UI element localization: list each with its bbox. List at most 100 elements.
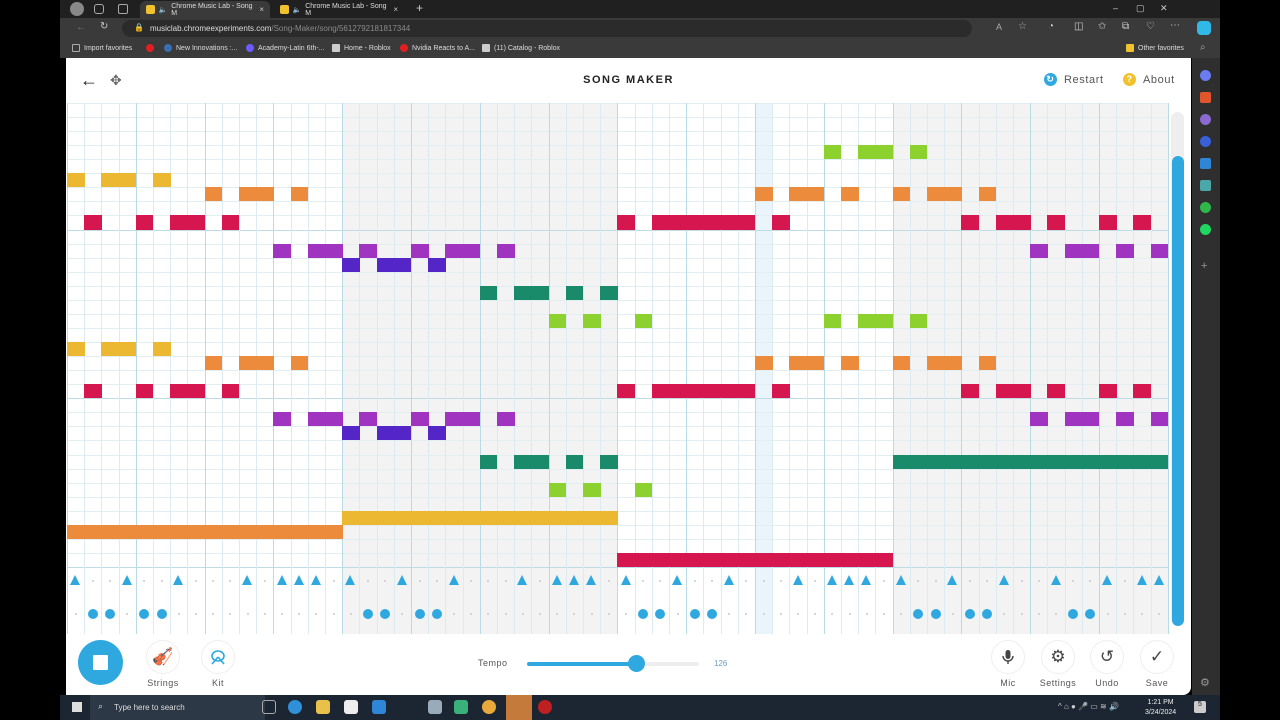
note-cell[interactable] — [565, 510, 584, 525]
kick-circle[interactable] — [982, 608, 993, 619]
note-cell[interactable] — [651, 215, 670, 230]
note-cell[interactable] — [221, 384, 240, 399]
collections-icon[interactable]: ⧉ — [1122, 21, 1130, 32]
note-cell[interactable] — [927, 356, 945, 371]
note-cell[interactable] — [600, 454, 618, 469]
snare-triangle[interactable] — [276, 574, 287, 585]
recorder-icon[interactable] — [538, 700, 552, 714]
note-cell[interactable] — [497, 510, 515, 525]
note-cell[interactable] — [565, 285, 584, 300]
note-cell[interactable] — [875, 552, 894, 567]
note-cell[interactable] — [909, 454, 928, 469]
empty-percussion-dot[interactable] — [917, 579, 920, 582]
kick-circle[interactable] — [638, 608, 649, 619]
note-cell[interactable] — [1150, 454, 1169, 469]
browser-essentials-icon[interactable]: ♡ — [1146, 21, 1155, 32]
note-cell[interactable] — [239, 524, 257, 539]
sidebar-settings-icon[interactable]: ⚙ — [1200, 677, 1210, 689]
note-cell[interactable] — [67, 342, 85, 357]
note-cell[interactable] — [445, 510, 464, 525]
note-cell[interactable] — [961, 215, 980, 230]
note-cell[interactable] — [325, 243, 343, 258]
task-view-icon[interactable] — [262, 700, 276, 714]
snare-triangle[interactable] — [242, 574, 253, 585]
empty-percussion-dot[interactable] — [109, 579, 111, 582]
note-cell[interactable] — [1081, 412, 1100, 427]
note-cell[interactable] — [583, 482, 601, 497]
clock[interactable]: 1:21 PM 3/24/2024 — [1145, 698, 1176, 718]
note-cell[interactable] — [841, 356, 859, 371]
sidebar-shopping-icon[interactable] — [1200, 180, 1211, 191]
empty-percussion-dot[interactable] — [728, 612, 731, 615]
note-cell[interactable] — [806, 187, 825, 202]
note-cell[interactable] — [703, 384, 722, 399]
note-cell[interactable] — [204, 524, 223, 539]
note-cell[interactable] — [1013, 454, 1031, 469]
note-cell[interactable] — [1099, 454, 1117, 469]
note-cell[interactable] — [153, 524, 171, 539]
note-cell[interactable] — [187, 524, 206, 539]
note-cell[interactable] — [651, 384, 670, 399]
empty-percussion-dot[interactable] — [418, 579, 421, 582]
empty-percussion-dot[interactable] — [883, 612, 885, 615]
empty-percussion-dot[interactable] — [521, 612, 524, 615]
kick-circle[interactable] — [380, 608, 391, 619]
undo-button[interactable]: ↺ Undo — [1087, 640, 1127, 688]
note-cell[interactable] — [256, 524, 274, 539]
snare-triangle[interactable] — [895, 574, 906, 585]
empty-percussion-dot[interactable] — [814, 612, 817, 615]
empty-percussion-dot[interactable] — [934, 579, 937, 582]
note-cell[interactable] — [1030, 454, 1048, 469]
url-field[interactable]: 🔒 musiclab.chromeexperiments.com/Song-Ma… — [122, 20, 972, 37]
workspaces-icon[interactable] — [94, 4, 104, 14]
note-cell[interactable] — [342, 257, 360, 272]
scrollbar-thumb[interactable] — [1172, 156, 1184, 626]
note-cell[interactable] — [170, 215, 188, 230]
empty-percussion-dot[interactable] — [951, 612, 954, 615]
note-cell[interactable] — [462, 510, 481, 525]
empty-percussion-dot[interactable] — [332, 579, 335, 582]
empty-percussion-dot[interactable] — [779, 612, 782, 615]
snare-triangle[interactable] — [551, 574, 562, 585]
snare-triangle[interactable] — [861, 574, 872, 585]
note-cell[interactable] — [583, 510, 601, 525]
note-cell[interactable] — [600, 285, 618, 300]
kick-circle[interactable] — [913, 608, 924, 619]
sidebar-tools-icon[interactable] — [1200, 92, 1211, 103]
note-cell[interactable] — [187, 384, 206, 399]
note-cell[interactable] — [634, 482, 653, 497]
note-cell[interactable] — [1099, 215, 1117, 230]
empty-percussion-dot[interactable] — [246, 612, 249, 615]
note-cell[interactable] — [101, 524, 120, 539]
note-cell[interactable] — [1150, 412, 1169, 427]
snare-triangle[interactable] — [70, 574, 81, 585]
note-cell[interactable] — [462, 243, 481, 258]
note-cell[interactable] — [1030, 243, 1048, 258]
snare-triangle[interactable] — [448, 574, 459, 585]
empty-percussion-dot[interactable] — [1089, 579, 1092, 582]
start-button[interactable] — [72, 702, 82, 712]
note-cell[interactable] — [651, 552, 670, 567]
note-cell[interactable] — [548, 313, 567, 328]
empty-percussion-dot[interactable] — [642, 579, 645, 582]
note-cell[interactable] — [669, 215, 687, 230]
note-cell[interactable] — [256, 356, 274, 371]
note-cell[interactable] — [118, 524, 137, 539]
copilot-icon[interactable] — [1197, 21, 1211, 35]
snare-triangle[interactable] — [568, 574, 579, 585]
note-cell[interactable] — [1047, 454, 1066, 469]
sidebar-add-icon[interactable]: + — [1201, 260, 1208, 272]
close-tab-icon[interactable]: × — [393, 5, 398, 14]
empty-percussion-dot[interactable] — [797, 612, 799, 615]
note-cell[interactable] — [875, 313, 894, 328]
note-cell[interactable] — [514, 510, 532, 525]
empty-percussion-dot[interactable] — [693, 579, 696, 582]
extensions-icon[interactable]: ◔ — [1048, 21, 1055, 32]
snare-triangle[interactable] — [1102, 574, 1113, 585]
note-cell[interactable] — [995, 215, 1014, 230]
snare-triangle[interactable] — [396, 574, 407, 585]
bookmark-youtube[interactable] — [146, 44, 154, 52]
kit-button[interactable]: Kit — [198, 640, 238, 688]
note-cell[interactable] — [686, 384, 704, 399]
taskbar-search[interactable]: ⌕ Type here to search — [90, 695, 265, 720]
